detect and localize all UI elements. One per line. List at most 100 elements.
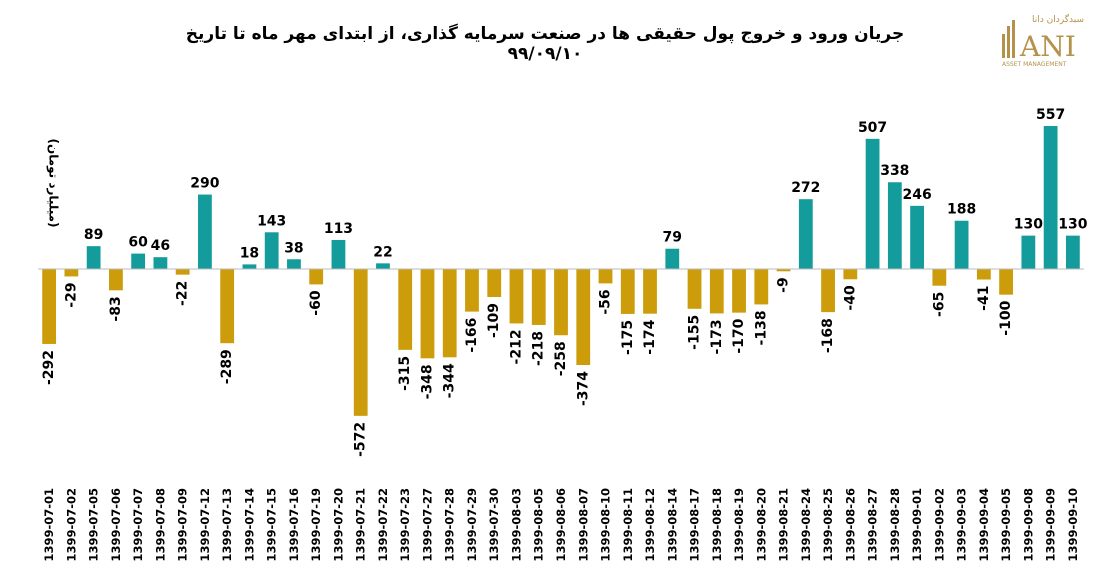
value-label-1399-07-01: -292 — [41, 350, 57, 385]
x-tick-1399-07-05: 1399-07-05 — [87, 488, 101, 562]
logo-subtitle: ASSET MANAGEMENT — [1002, 61, 1067, 68]
bar-1399-07-27 — [420, 269, 435, 359]
logo-bar-1 — [1002, 34, 1005, 58]
value-label-1399-07-02: -29 — [63, 282, 79, 307]
x-tick-1399-08-27: 1399-08-27 — [866, 488, 880, 562]
value-label-1399-09-08: 130 — [1014, 217, 1043, 233]
x-tick-1399-07-15: 1399-07-15 — [265, 488, 279, 562]
value-label-1399-08-21: -9 — [776, 277, 792, 293]
value-label-1399-07-28: -344 — [442, 363, 458, 398]
bar-1399-07-14 — [242, 264, 257, 269]
bar-1399-07-09 — [175, 269, 190, 275]
bar-1399-07-28 — [442, 269, 457, 358]
bar-1399-08-07 — [576, 269, 591, 366]
x-tick-1399-07-30: 1399-07-30 — [487, 488, 501, 562]
bar-1399-07-12 — [198, 194, 212, 269]
bar-1399-08-14 — [665, 248, 680, 269]
value-label-1399-07-14: 18 — [240, 245, 259, 261]
x-tick-1399-09-01: 1399-09-01 — [910, 488, 924, 562]
logo-bar-2 — [1007, 26, 1010, 58]
value-label-1399-08-17: -155 — [687, 315, 703, 350]
x-tick-1399-07-02: 1399-07-02 — [64, 488, 78, 562]
bar-1399-07-20 — [331, 239, 346, 269]
bar-1399-08-10 — [598, 269, 613, 284]
bar-1399-09-09 — [1043, 126, 1058, 270]
bar-1399-08-06 — [554, 269, 568, 336]
value-label-1399-07-20: 113 — [324, 221, 353, 237]
bar-1399-09-05 — [999, 269, 1014, 295]
value-label-1399-07-07: 60 — [128, 235, 148, 251]
bar-1399-09-04 — [976, 269, 991, 280]
x-tick-1399-08-05: 1399-08-05 — [532, 488, 546, 562]
value-label-1399-07-13: -289 — [219, 349, 235, 384]
value-label-1399-08-11: -175 — [620, 320, 636, 355]
bar-1399-07-02 — [64, 269, 79, 277]
bar-1399-09-10 — [1065, 235, 1080, 269]
bar-1399-09-02 — [932, 269, 947, 286]
x-tick-1399-08-25: 1399-08-25 — [821, 488, 835, 562]
bar-1399-07-30 — [487, 269, 502, 297]
value-label-1399-08-18: -173 — [709, 319, 725, 354]
bar-1399-08-27 — [865, 138, 880, 269]
x-tick-1399-07-08: 1399-07-08 — [153, 488, 167, 562]
bar-1399-08-05 — [531, 269, 546, 325]
value-label-1399-09-05: -100 — [998, 300, 1014, 335]
bar-1399-07-29 — [465, 269, 479, 312]
x-tick-1399-08-06: 1399-08-06 — [554, 488, 568, 562]
x-tick-1399-07-20: 1399-07-20 — [331, 488, 345, 562]
x-tick-1399-07-23: 1399-07-23 — [398, 488, 412, 562]
x-tick-1399-07-14: 1399-07-14 — [242, 488, 256, 562]
value-label-1399-08-25: -168 — [820, 318, 836, 353]
bar-1399-08-21 — [776, 269, 791, 272]
bar-1399-07-06 — [108, 269, 123, 291]
value-label-1399-08-24: 272 — [791, 180, 820, 196]
value-label-1399-08-06: -258 — [553, 341, 569, 376]
x-tick-1399-07-16: 1399-07-16 — [287, 488, 301, 562]
bar-1399-08-25 — [821, 269, 835, 313]
bar-1399-08-28 — [887, 182, 902, 269]
x-tick-1399-09-09: 1399-09-09 — [1044, 488, 1058, 562]
x-tick-1399-07-19: 1399-07-19 — [309, 488, 323, 562]
value-label-1399-07-22: 22 — [373, 244, 392, 260]
bar-1399-07-22 — [376, 263, 390, 269]
x-tick-1399-09-08: 1399-09-08 — [1021, 488, 1035, 562]
x-tick-1399-09-05: 1399-09-05 — [999, 488, 1013, 562]
x-tick-1399-08-21: 1399-08-21 — [777, 488, 791, 562]
x-tick-1399-07-29: 1399-07-29 — [465, 488, 479, 562]
value-label-1399-08-27: 507 — [858, 120, 887, 136]
value-label-1399-08-12: -174 — [642, 319, 658, 354]
bar-1399-08-17 — [687, 269, 702, 309]
value-label-1399-07-19: -60 — [308, 290, 324, 316]
value-label-1399-07-12: 290 — [190, 176, 219, 192]
logo-mark: ANI — [1019, 30, 1076, 63]
x-tick-1399-08-14: 1399-08-14 — [665, 488, 679, 562]
bar-1399-07-19 — [309, 269, 324, 285]
value-label-1399-08-20: -138 — [753, 310, 769, 345]
value-label-1399-08-10: -56 — [598, 289, 614, 314]
bar-1399-08-11 — [620, 269, 635, 314]
bar-1399-07-08 — [153, 257, 168, 269]
bar-1399-08-12 — [643, 269, 657, 314]
x-tick-1399-07-07: 1399-07-07 — [131, 488, 145, 562]
x-tick-1399-08-18: 1399-08-18 — [710, 488, 724, 562]
bar-1399-08-03 — [509, 269, 524, 324]
value-label-1399-08-26: -40 — [842, 285, 858, 311]
bar-1399-08-24 — [798, 199, 813, 269]
bar-1399-07-23 — [398, 269, 413, 350]
x-tick-1399-07-27: 1399-07-27 — [420, 488, 434, 562]
value-label-1399-07-27: -348 — [419, 364, 435, 399]
bar-1399-09-01 — [910, 205, 924, 269]
logo-bar-3 — [1012, 20, 1015, 58]
x-tick-1399-09-10: 1399-09-10 — [1066, 488, 1080, 562]
x-tick-1399-08-19: 1399-08-19 — [732, 488, 746, 562]
x-tick-1399-08-11: 1399-08-11 — [621, 488, 635, 562]
value-label-1399-08-14: 79 — [663, 230, 682, 246]
value-label-1399-07-21: -572 — [353, 422, 369, 457]
x-tick-1399-09-04: 1399-09-04 — [977, 488, 991, 562]
value-label-1399-08-07: -374 — [575, 371, 591, 406]
bar-1399-08-18 — [709, 269, 724, 314]
value-label-1399-08-05: -218 — [531, 331, 547, 366]
x-tick-1399-07-21: 1399-07-21 — [354, 488, 368, 562]
value-label-1399-08-03: -212 — [508, 329, 524, 364]
logo: سبدگردان دانا ANI ASSET MANAGEMENT — [1002, 13, 1084, 68]
